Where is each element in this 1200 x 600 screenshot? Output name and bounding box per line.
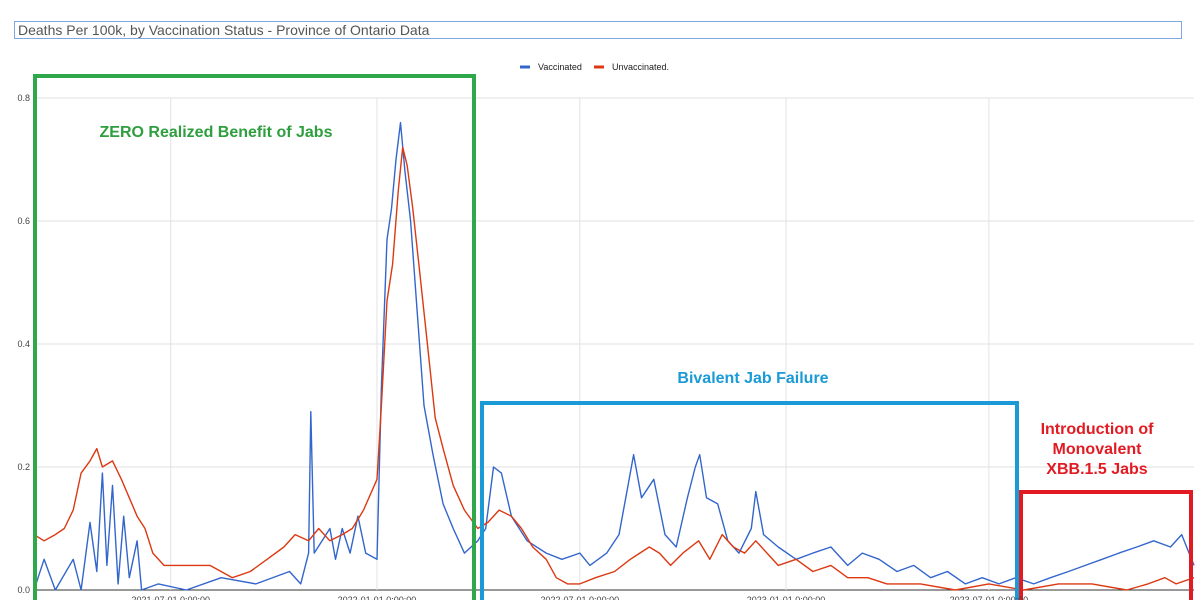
grid — [34, 97, 1194, 591]
series-line-vaccinated — [33, 121, 1195, 591]
series-lines — [33, 121, 1195, 591]
y-tick-label: 0.6 — [17, 216, 30, 226]
annotation-monovalent: Introduction of Monovalent XBB.1.5 Jabs — [1041, 421, 1155, 478]
annotation-monovalent-line: XBB.1.5 Jabs — [1046, 461, 1147, 478]
y-tick-label: 0.0 — [17, 585, 30, 595]
x-tick-label: 2022-01-01 0:00:00 — [338, 595, 417, 600]
chart-title: Deaths Per 100k, by Vaccination Status -… — [14, 21, 1182, 39]
annotations: ZERO Realized Benefit of Jabs Bivalent Ja… — [100, 124, 1155, 478]
box-bivalent — [480, 401, 1019, 600]
x-tick-label: 2021-07-01 0:00:00 — [131, 595, 210, 600]
x-tick-label: 2023-07-01 0:00:00 — [950, 595, 1029, 600]
legend-label: Vaccinated — [538, 62, 582, 72]
x-tick-label: 2023-01-01 0:00:00 — [747, 595, 826, 600]
annotation-bivalent: Bivalent Jab Failure — [677, 370, 828, 387]
y-tick-label: 0.8 — [17, 93, 30, 103]
annotation-boxes — [33, 74, 1193, 600]
annotation-monovalent-line: Introduction of — [1041, 421, 1155, 438]
annotation-zero-benefit: ZERO Realized Benefit of Jabs — [100, 124, 333, 141]
y-tick-label: 0.2 — [17, 462, 30, 472]
series-line-unvaccinated — [33, 146, 1195, 591]
annotation-monovalent-line: Monovalent — [1053, 441, 1143, 458]
x-tick-label: 2022-07-01 0:00:00 — [541, 595, 620, 600]
axis-labels: 0.0 0.2 0.4 0.6 0.8 2021-07-01 0:00:00 2022-01… — [17, 93, 1028, 600]
y-tick-label: 0.4 — [17, 339, 30, 349]
legend: Vaccinated Unvaccinated. — [520, 62, 669, 72]
box-monovalent — [1019, 490, 1193, 600]
legend-label: Unvaccinated. — [612, 62, 669, 72]
box-zero-benefit — [33, 74, 476, 600]
